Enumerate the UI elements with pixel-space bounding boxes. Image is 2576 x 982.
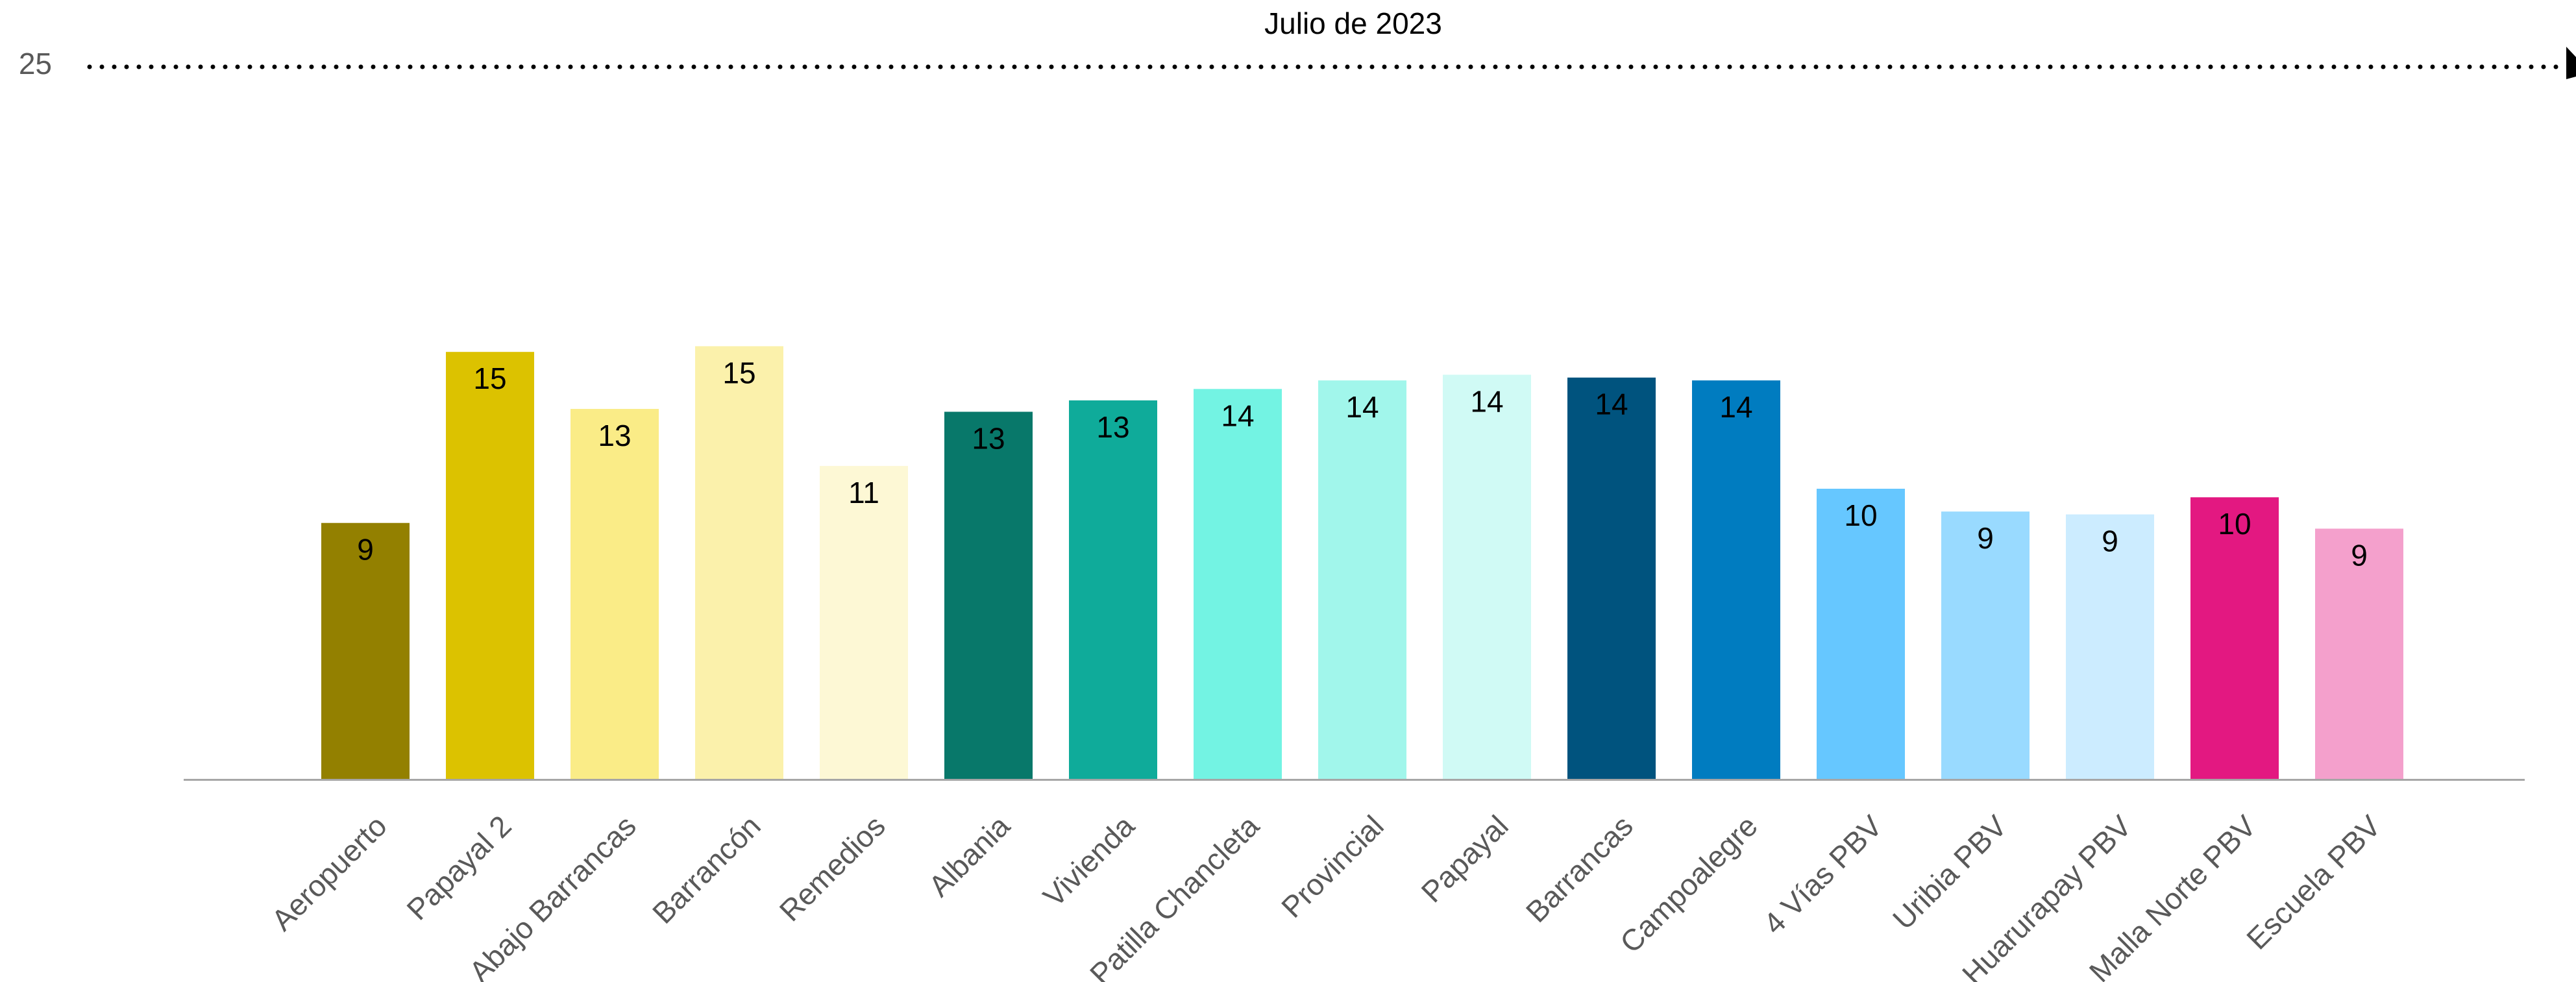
bar-aeropuerto (321, 522, 410, 779)
data-label-abajo-barrancas: 13 (598, 419, 631, 452)
bar-vivienda (1069, 400, 1157, 779)
data-label-escuela-pbv: 9 (2351, 539, 2368, 572)
bar-4-vias-pbv (1817, 489, 1905, 779)
bar-papayal-2 (446, 352, 534, 779)
y-tick-label: 25 (19, 47, 52, 80)
bar-abajo-barrancas (570, 409, 659, 779)
data-label-vivienda: 13 (1096, 410, 1129, 444)
x-tick-label-vivienda: Vivienda (1037, 809, 1141, 913)
x-tick-label-papayal: Papayal (1415, 809, 1515, 909)
data-label-barrancon: 15 (722, 356, 755, 389)
bar-escuela-pbv (2315, 528, 2403, 779)
bar-uribia-pbv (1941, 511, 2030, 779)
data-label-remedios: 11 (848, 476, 879, 509)
bar-remedios (820, 465, 908, 779)
bars-layer (321, 346, 2403, 779)
x-tick-label-barrancon: Barrancón (646, 809, 767, 930)
bar-papayal (1443, 374, 1531, 779)
x-tick-label-remedios: Remedios (773, 809, 892, 927)
data-label-barrancas: 14 (1595, 387, 1628, 421)
data-label-huarurapay-pbv: 9 (2102, 524, 2118, 558)
x-tick-label-barrancas: Barrancas (1519, 809, 1639, 929)
data-label-papayal-2: 15 (473, 362, 506, 395)
data-label-aeropuerto: 9 (357, 533, 374, 567)
x-tick-label-provincial: Provincial (1275, 809, 1390, 924)
bar-malla-norte-pbv (2190, 497, 2279, 779)
data-label-malla-norte-pbv: 10 (2218, 507, 2251, 541)
x-tick-label-papayal-2: Papayal 2 (400, 809, 517, 926)
x-tick-label-4-vias-pbv: 4 Vías PBV (1757, 809, 1889, 940)
x-tick-label-escuela-pbv: Escuela PBV (2240, 809, 2387, 956)
bar-huarurapay-pbv (2066, 514, 2154, 779)
data-label-uribia-pbv: 9 (1977, 521, 1994, 555)
data-label-papayal: 14 (1470, 384, 1503, 418)
data-label-patilla-chancleta: 14 (1221, 399, 1254, 432)
data-label-albania: 13 (972, 421, 1005, 455)
x-tick-label-aeropuerto: Aeropuerto (265, 809, 393, 937)
bar-barrancon (695, 346, 783, 779)
data-label-campoalegre: 14 (1719, 390, 1752, 424)
bar-albania (944, 411, 1033, 779)
data-label-4-vias-pbv: 10 (1844, 498, 1877, 532)
bar-patilla-chancleta (1194, 389, 1282, 779)
x-tick-label-uribia-pbv: Uribia PBV (1886, 809, 2013, 936)
data-label-provincial: 14 (1345, 390, 1379, 424)
bar-campoalegre (1692, 380, 1780, 779)
x-tick-label-albania: Albania (922, 809, 1017, 903)
bar-barrancas (1567, 377, 1656, 779)
chart-title: Julio de 2023 (1264, 6, 1442, 40)
data-labels-layer: 9 15 13 15 11 13 13 14 14 14 14 14 10 9 9 10 9 (357, 356, 2368, 572)
bar-provincial (1318, 380, 1406, 779)
reference-line-arrow (2566, 47, 2576, 79)
